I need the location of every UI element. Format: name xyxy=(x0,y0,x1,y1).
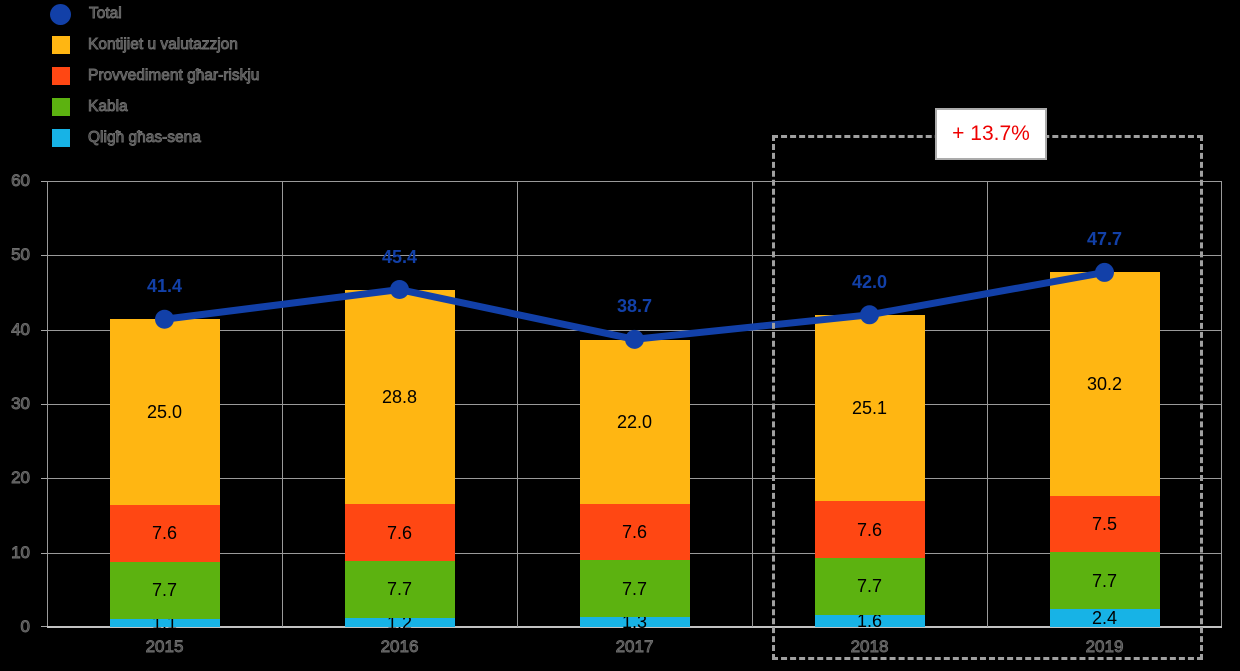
y-axis-tick xyxy=(41,330,47,331)
bar-segment xyxy=(1049,609,1160,627)
gridline-vertical xyxy=(987,181,988,627)
x-axis-label: 2018 xyxy=(850,637,889,657)
segment-value-label: 7.6 xyxy=(386,522,413,543)
bar-segment xyxy=(579,340,690,504)
series-swatch-icon xyxy=(52,67,70,85)
bar-segment xyxy=(344,504,455,561)
total-point-marker xyxy=(155,309,174,329)
segment-value-label: 7.7 xyxy=(151,580,178,601)
y-axis-tick xyxy=(41,404,47,405)
bar-segment xyxy=(1049,551,1160,610)
bar-segment xyxy=(814,615,925,627)
x-axis-label: 2019 xyxy=(1085,637,1124,657)
bar-segment xyxy=(1049,271,1160,497)
growth-annotation: + 13.7% xyxy=(935,108,1047,160)
bar-segment xyxy=(579,503,690,561)
legend-item-label: Total xyxy=(89,5,123,23)
gridline-horizontal xyxy=(47,181,1222,182)
total-point-marker xyxy=(390,280,409,300)
y-axis-tick xyxy=(41,181,47,182)
bar-segment xyxy=(109,319,220,506)
y-axis-label: 20 xyxy=(11,468,31,488)
total-value-label: 41.4 xyxy=(146,276,183,297)
segment-value-label: 7.7 xyxy=(386,579,413,600)
legend-item: Qligħ għas-sena xyxy=(50,126,201,150)
total-value-label: 45.4 xyxy=(381,246,418,267)
y-axis-label: 60 xyxy=(11,171,31,191)
segment-value-label: 22.0 xyxy=(616,411,653,432)
bar-segment xyxy=(814,314,925,502)
x-axis-label: 2017 xyxy=(615,637,654,657)
legend-item: Total xyxy=(50,2,122,26)
segment-value-label: 7.7 xyxy=(856,576,883,597)
total-point-marker xyxy=(625,329,644,349)
segment-value-label: 2.4 xyxy=(1091,608,1118,629)
legend-item-label: Provvediment għar-riskju xyxy=(88,67,260,85)
bar-segment xyxy=(814,501,925,558)
plot-area: 1.1 7.7 7.6 25.0 1.2 7.7 7.6 28.8 1.3 7.7 7.6 22.0 1… xyxy=(41,181,1222,633)
segment-value-label: 7.5 xyxy=(1091,514,1118,535)
gridline-vertical xyxy=(282,181,283,627)
segment-value-label: 28.8 xyxy=(381,387,418,408)
line-series-marker-icon xyxy=(50,3,71,25)
bar-segment xyxy=(344,290,455,505)
series-swatch-icon xyxy=(52,98,70,116)
total-point-marker xyxy=(860,305,879,325)
total-line-series xyxy=(155,262,1114,349)
y-axis-tick xyxy=(41,626,47,627)
segment-value-label: 25.0 xyxy=(146,402,183,423)
segment-value-label: 7.6 xyxy=(621,521,648,542)
segment-value-label: 7.7 xyxy=(1091,570,1118,591)
legend-item-label: Qligħ għas-sena xyxy=(88,129,202,147)
y-axis-label: 40 xyxy=(11,319,31,339)
legend-item: Provvediment għar-riskju xyxy=(50,64,260,88)
series-swatch-icon xyxy=(52,129,70,147)
highlight-region xyxy=(772,135,1203,660)
gridline-vertical xyxy=(517,181,518,627)
growth-annotation-label: + 13.7% xyxy=(952,122,1030,145)
y-axis-tick xyxy=(41,478,47,479)
gridline-vertical xyxy=(752,181,753,627)
segment-value-label: 7.6 xyxy=(856,519,883,540)
total-value-label: 42.0 xyxy=(851,271,888,292)
segment-value-label: 7.6 xyxy=(151,523,178,544)
bar-segment xyxy=(814,557,925,616)
total-value-label: 38.7 xyxy=(616,296,653,317)
y-axis-tick xyxy=(41,255,47,256)
bar-segment xyxy=(344,560,455,619)
x-axis-line xyxy=(47,626,1222,628)
segment-value-label: 1.6 xyxy=(856,611,883,632)
total-point-marker xyxy=(1095,262,1114,282)
bar-segment xyxy=(1049,496,1160,552)
legend-item: Kontijiet u valutazzjon xyxy=(50,33,238,57)
bar-segment xyxy=(579,560,690,618)
bar-segment xyxy=(344,618,455,627)
y-axis-tick xyxy=(41,553,47,554)
bar-segment xyxy=(109,561,220,619)
x-axis-label: 2016 xyxy=(380,637,419,657)
gridline-horizontal xyxy=(47,255,1222,256)
bar-segment xyxy=(109,505,220,562)
legend-item-label: Kabla xyxy=(88,98,129,116)
x-axis-label: 2015 xyxy=(145,637,184,657)
bar-segment xyxy=(109,618,220,627)
legend-item: Kabla xyxy=(50,95,128,119)
y-axis-label: 0 xyxy=(20,617,30,637)
segment-value-label: 7.7 xyxy=(621,578,648,599)
y-axis-label: 10 xyxy=(11,542,31,562)
legend-item-label: Kontijiet u valutazzjon xyxy=(88,36,239,54)
y-axis-label: 30 xyxy=(11,394,31,414)
bar-segment xyxy=(579,617,690,627)
series-swatch-icon xyxy=(52,36,70,54)
y-axis-label: 50 xyxy=(11,245,31,265)
total-value-label: 47.7 xyxy=(1086,229,1123,250)
legend: Total Kontijiet u valutazzjon Provvediment… xyxy=(0,0,360,160)
segment-value-label: 25.1 xyxy=(851,398,888,419)
segment-value-label: 30.2 xyxy=(1086,373,1123,394)
